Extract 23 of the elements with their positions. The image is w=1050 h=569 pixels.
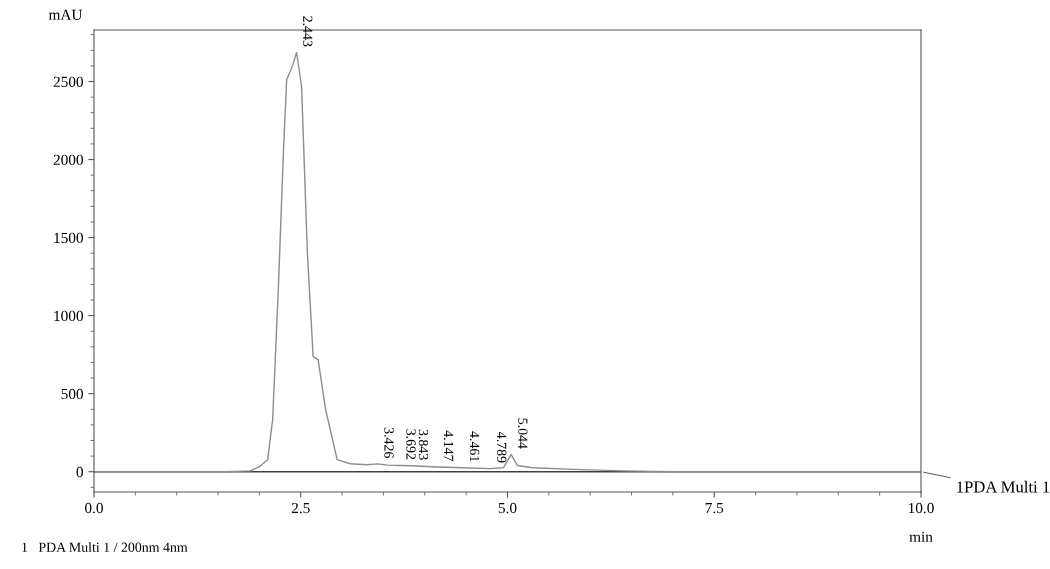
- y-tick-label: 0: [76, 466, 83, 478]
- annotation: 3.692: [406, 429, 416, 460]
- annotation: 3.426: [384, 427, 394, 458]
- annotation: 4.147: [443, 430, 454, 462]
- x-tick-label: 10.0: [908, 502, 934, 514]
- x-axis-title: min: [909, 531, 933, 542]
- y-tick-label: 1500: [54, 232, 83, 244]
- x-tick-label: 7.5: [705, 503, 724, 514]
- y-tick-label: 2500: [53, 76, 83, 87]
- y-tick-label: 2000: [53, 154, 83, 165]
- x-tick-label: 5.0: [498, 502, 517, 514]
- y-tick-label: 500: [61, 388, 83, 400]
- annotation: 4.789: [496, 432, 507, 463]
- x-tick-label: 2.5: [291, 502, 310, 514]
- y-axis-title: mAU: [48, 9, 83, 20]
- text: 1 PDA Multi 1 / 200nm 4nm: [22, 542, 188, 552]
- annotation: 4.461: [469, 431, 480, 462]
- annotation: 2.443: [302, 16, 313, 47]
- annotation: 1PDA Multi 1: [957, 480, 1050, 493]
- x-tick-label: 0.0: [85, 502, 103, 514]
- annotation: 5.044: [518, 418, 528, 449]
- y-tick-label: 1000: [54, 310, 83, 322]
- annotation: 3.843: [418, 429, 429, 460]
